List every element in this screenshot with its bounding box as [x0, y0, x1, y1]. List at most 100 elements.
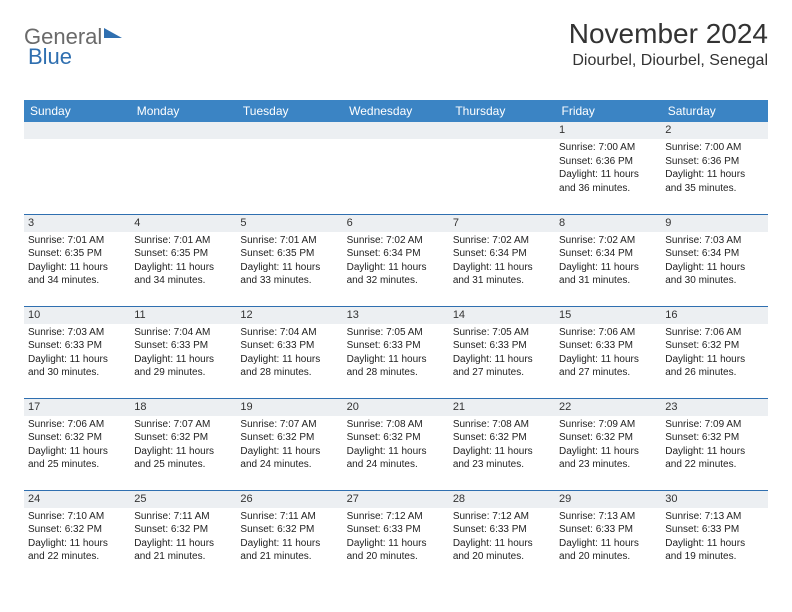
logo-mark-icon: [104, 28, 122, 38]
sunset-text: Sunset: 6:32 PM: [665, 431, 763, 445]
day-details: Sunrise: 7:07 AMSunset: 6:32 PMDaylight:…: [130, 416, 236, 474]
calendar-cell: 3Sunrise: 7:01 AMSunset: 6:35 PMDaylight…: [24, 214, 130, 306]
sunset-text: Sunset: 6:32 PM: [28, 523, 126, 537]
sunrise-text: Sunrise: 7:02 AM: [453, 234, 551, 248]
sunset-text: Sunset: 6:32 PM: [347, 431, 445, 445]
weekday-header: Wednesday: [343, 100, 449, 122]
sunrise-text: Sunrise: 7:06 AM: [559, 326, 657, 340]
sunset-text: Sunset: 6:33 PM: [453, 339, 551, 353]
sunset-text: Sunset: 6:35 PM: [134, 247, 232, 261]
sunrise-text: Sunrise: 7:09 AM: [559, 418, 657, 432]
calendar-week-row: 10Sunrise: 7:03 AMSunset: 6:33 PMDayligh…: [24, 306, 768, 398]
day-details: Sunrise: 7:12 AMSunset: 6:33 PMDaylight:…: [343, 508, 449, 566]
day-details: Sunrise: 7:09 AMSunset: 6:32 PMDaylight:…: [555, 416, 661, 474]
day-details: Sunrise: 7:12 AMSunset: 6:33 PMDaylight:…: [449, 508, 555, 566]
calendar-cell: [236, 122, 342, 214]
day-details: Sunrise: 7:00 AMSunset: 6:36 PMDaylight:…: [661, 139, 767, 197]
day-details: Sunrise: 7:13 AMSunset: 6:33 PMDaylight:…: [555, 508, 661, 566]
header: General November 2024 Diourbel, Diourbel…: [24, 18, 768, 70]
day-number: [343, 122, 449, 139]
daylight-text: Daylight: 11 hours and 34 minutes.: [134, 261, 232, 288]
sunset-text: Sunset: 6:35 PM: [240, 247, 338, 261]
weekday-header: Sunday: [24, 100, 130, 122]
day-number: 24: [24, 491, 130, 508]
calendar-cell: 15Sunrise: 7:06 AMSunset: 6:33 PMDayligh…: [555, 306, 661, 398]
sunrise-text: Sunrise: 7:10 AM: [28, 510, 126, 524]
calendar-cell: 7Sunrise: 7:02 AMSunset: 6:34 PMDaylight…: [449, 214, 555, 306]
sunrise-text: Sunrise: 7:01 AM: [240, 234, 338, 248]
sunrise-text: Sunrise: 7:02 AM: [347, 234, 445, 248]
weekday-header: Monday: [130, 100, 236, 122]
day-number: 8: [555, 215, 661, 232]
location: Diourbel, Diourbel, Senegal: [569, 52, 768, 70]
day-number: 11: [130, 307, 236, 324]
sunset-text: Sunset: 6:33 PM: [240, 339, 338, 353]
sunrise-text: Sunrise: 7:08 AM: [347, 418, 445, 432]
day-number: 6: [343, 215, 449, 232]
weekday-header: Saturday: [661, 100, 767, 122]
day-number: 16: [661, 307, 767, 324]
calendar-cell: 8Sunrise: 7:02 AMSunset: 6:34 PMDaylight…: [555, 214, 661, 306]
day-number: 4: [130, 215, 236, 232]
calendar-cell: 24Sunrise: 7:10 AMSunset: 6:32 PMDayligh…: [24, 490, 130, 582]
daylight-text: Daylight: 11 hours and 23 minutes.: [453, 445, 551, 472]
daylight-text: Daylight: 11 hours and 27 minutes.: [559, 353, 657, 380]
sunrise-text: Sunrise: 7:13 AM: [665, 510, 763, 524]
sunrise-text: Sunrise: 7:01 AM: [134, 234, 232, 248]
day-number: 15: [555, 307, 661, 324]
calendar-cell: [449, 122, 555, 214]
sunset-text: Sunset: 6:32 PM: [559, 431, 657, 445]
day-number: 29: [555, 491, 661, 508]
calendar-cell: 16Sunrise: 7:06 AMSunset: 6:32 PMDayligh…: [661, 306, 767, 398]
weekday-header-row: SundayMondayTuesdayWednesdayThursdayFrid…: [24, 100, 768, 122]
day-number: [24, 122, 130, 139]
daylight-text: Daylight: 11 hours and 21 minutes.: [134, 537, 232, 564]
day-number: 3: [24, 215, 130, 232]
day-number: 12: [236, 307, 342, 324]
day-details: Sunrise: 7:00 AMSunset: 6:36 PMDaylight:…: [555, 139, 661, 197]
day-details: Sunrise: 7:06 AMSunset: 6:33 PMDaylight:…: [555, 324, 661, 382]
day-details: Sunrise: 7:02 AMSunset: 6:34 PMDaylight:…: [449, 232, 555, 290]
calendar-cell: 29Sunrise: 7:13 AMSunset: 6:33 PMDayligh…: [555, 490, 661, 582]
sunset-text: Sunset: 6:33 PM: [559, 523, 657, 537]
sunset-text: Sunset: 6:32 PM: [28, 431, 126, 445]
day-details: Sunrise: 7:04 AMSunset: 6:33 PMDaylight:…: [130, 324, 236, 382]
day-number: 1: [555, 122, 661, 139]
sunset-text: Sunset: 6:33 PM: [347, 339, 445, 353]
day-details: Sunrise: 7:06 AMSunset: 6:32 PMDaylight:…: [661, 324, 767, 382]
sunset-text: Sunset: 6:34 PM: [453, 247, 551, 261]
daylight-text: Daylight: 11 hours and 26 minutes.: [665, 353, 763, 380]
day-details: Sunrise: 7:02 AMSunset: 6:34 PMDaylight:…: [343, 232, 449, 290]
calendar-cell: 30Sunrise: 7:13 AMSunset: 6:33 PMDayligh…: [661, 490, 767, 582]
sunset-text: Sunset: 6:33 PM: [134, 339, 232, 353]
day-number: 22: [555, 399, 661, 416]
day-details: Sunrise: 7:11 AMSunset: 6:32 PMDaylight:…: [130, 508, 236, 566]
calendar-week-row: 3Sunrise: 7:01 AMSunset: 6:35 PMDaylight…: [24, 214, 768, 306]
day-number: 13: [343, 307, 449, 324]
daylight-text: Daylight: 11 hours and 29 minutes.: [134, 353, 232, 380]
calendar-cell: 6Sunrise: 7:02 AMSunset: 6:34 PMDaylight…: [343, 214, 449, 306]
daylight-text: Daylight: 11 hours and 31 minutes.: [453, 261, 551, 288]
day-details: Sunrise: 7:09 AMSunset: 6:32 PMDaylight:…: [661, 416, 767, 474]
day-number: 9: [661, 215, 767, 232]
daylight-text: Daylight: 11 hours and 24 minutes.: [240, 445, 338, 472]
sunset-text: Sunset: 6:32 PM: [134, 523, 232, 537]
sunrise-text: Sunrise: 7:03 AM: [665, 234, 763, 248]
sunrise-text: Sunrise: 7:11 AM: [134, 510, 232, 524]
daylight-text: Daylight: 11 hours and 19 minutes.: [665, 537, 763, 564]
day-number: 21: [449, 399, 555, 416]
sunrise-text: Sunrise: 7:08 AM: [453, 418, 551, 432]
day-details: Sunrise: 7:03 AMSunset: 6:33 PMDaylight:…: [24, 324, 130, 382]
calendar-cell: 25Sunrise: 7:11 AMSunset: 6:32 PMDayligh…: [130, 490, 236, 582]
sunrise-text: Sunrise: 7:12 AM: [453, 510, 551, 524]
daylight-text: Daylight: 11 hours and 20 minutes.: [453, 537, 551, 564]
day-details: Sunrise: 7:04 AMSunset: 6:33 PMDaylight:…: [236, 324, 342, 382]
calendar-cell: 27Sunrise: 7:12 AMSunset: 6:33 PMDayligh…: [343, 490, 449, 582]
daylight-text: Daylight: 11 hours and 31 minutes.: [559, 261, 657, 288]
sunrise-text: Sunrise: 7:05 AM: [453, 326, 551, 340]
sunset-text: Sunset: 6:34 PM: [559, 247, 657, 261]
sunrise-text: Sunrise: 7:11 AM: [240, 510, 338, 524]
calendar-week-row: 24Sunrise: 7:10 AMSunset: 6:32 PMDayligh…: [24, 490, 768, 582]
daylight-text: Daylight: 11 hours and 34 minutes.: [28, 261, 126, 288]
day-number: 28: [449, 491, 555, 508]
